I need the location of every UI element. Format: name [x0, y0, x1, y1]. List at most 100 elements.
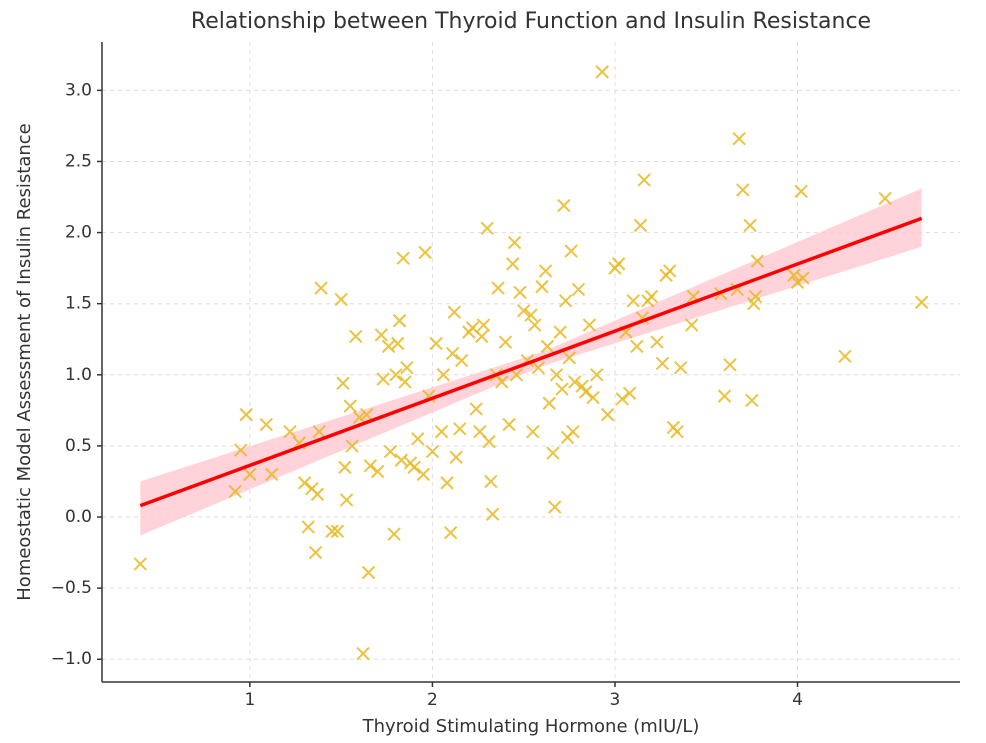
- scatter-point: [484, 474, 498, 489]
- scatter-point: [750, 254, 765, 268]
- scatter-point: [336, 376, 350, 391]
- scatter-point: [392, 314, 407, 328]
- scatter-point: [491, 281, 505, 295]
- scatter-point: [469, 402, 483, 416]
- scatter-point: [535, 279, 549, 294]
- scatter-point: [453, 422, 467, 436]
- scatter-point: [553, 325, 567, 339]
- x-tick-label: 4: [792, 690, 803, 710]
- scatter-point: [538, 264, 553, 278]
- y-tick-label: 0.0: [65, 507, 92, 527]
- scatter-point: [615, 392, 629, 406]
- scatter-point: [568, 375, 582, 389]
- scatter-point: [736, 183, 750, 197]
- scatter-point: [445, 346, 460, 361]
- scatter-point: [374, 328, 389, 342]
- scatter-point: [794, 184, 808, 199]
- y-tick-label: 2.0: [65, 223, 92, 243]
- scatter-point: [540, 339, 555, 354]
- scatter-point: [673, 360, 688, 375]
- scatter-point: [557, 198, 571, 213]
- scatter-point: [376, 372, 390, 386]
- scatter-point: [383, 444, 398, 459]
- scatter-point: [748, 289, 763, 304]
- scatter-point: [787, 268, 801, 282]
- scatter-point: [330, 524, 345, 538]
- scatter-point: [655, 356, 670, 371]
- scatter-point: [482, 434, 496, 449]
- scatter-point: [416, 467, 431, 482]
- scatter-point: [586, 390, 600, 405]
- scatter-point: [684, 318, 699, 332]
- scatter-point: [265, 467, 279, 482]
- chart-title: Relationship between Thyroid Function an…: [191, 9, 871, 34]
- scatter-point: [440, 476, 454, 490]
- scatter-point: [394, 453, 409, 467]
- scatter-point: [381, 339, 396, 354]
- scatter-point: [650, 335, 664, 349]
- scatter-point: [359, 407, 374, 422]
- scatter-point: [600, 407, 615, 422]
- scatter-point: [239, 407, 253, 422]
- scatter-point: [228, 484, 242, 499]
- scatter-point: [447, 305, 462, 319]
- y-tick-label: 0.5: [65, 436, 92, 456]
- scatter-point: [411, 432, 425, 446]
- scatter-point: [838, 349, 852, 364]
- scatter-point: [670, 424, 684, 439]
- scatter-point: [542, 396, 556, 410]
- scatter-point: [297, 476, 312, 490]
- scatter-point: [283, 424, 297, 439]
- scatter-point: [555, 382, 569, 396]
- regression-line: [139, 216, 923, 508]
- scatter-point: [449, 450, 463, 464]
- scatter-point: [343, 399, 357, 413]
- scatter-point: [717, 389, 732, 403]
- scatter-point: [429, 336, 443, 351]
- scatter-point: [349, 329, 363, 344]
- scatter-point: [633, 218, 648, 233]
- scatter-point: [566, 424, 580, 439]
- scatter-point: [611, 257, 626, 271]
- scatter-point: [454, 353, 469, 368]
- scatter-point: [524, 308, 538, 322]
- scatter-point: [314, 281, 328, 295]
- y-tick-label: −0.5: [51, 578, 92, 598]
- y-axis-label: Homeostatic Model Assessment of Insulin …: [14, 123, 35, 600]
- scatter-point: [259, 417, 274, 432]
- scatter-point: [507, 235, 522, 250]
- scatter-point: [334, 292, 348, 307]
- x-tick-label: 3: [610, 690, 621, 710]
- scatter-point: [476, 318, 491, 332]
- scatter-point: [663, 264, 677, 278]
- y-tick-label: 2.5: [65, 151, 92, 171]
- scatter-point: [630, 339, 644, 354]
- scatter-point: [579, 385, 593, 399]
- x-tick-label: 2: [427, 690, 438, 710]
- scatter-point: [325, 524, 339, 538]
- scatter-point: [243, 467, 257, 482]
- scatter-point: [914, 295, 929, 309]
- x-tick-label: 1: [244, 690, 255, 710]
- scatter-point: [498, 335, 513, 349]
- scatter-point: [475, 329, 489, 344]
- y-tick-label: 3.0: [65, 80, 92, 100]
- scatter-point: [531, 360, 546, 375]
- scatter-point: [590, 368, 604, 382]
- scatter-point: [338, 460, 352, 474]
- scatter-point: [356, 646, 370, 661]
- y-tick-label: 1.5: [65, 294, 92, 314]
- x-axis-label: Thyroid Stimulating Hormone (mIU/L): [362, 716, 700, 737]
- scatter-point: [396, 251, 410, 265]
- scatter-point: [526, 424, 540, 439]
- y-tick-label: 1.0: [65, 365, 92, 385]
- scatter-point: [425, 444, 440, 459]
- scatter-point: [485, 507, 500, 521]
- scatter-point: [506, 257, 520, 271]
- scatter-point: [878, 191, 892, 206]
- scatter-point: [312, 424, 326, 439]
- scatter-point: [723, 358, 737, 372]
- scatter-point: [732, 132, 746, 146]
- scatter-point: [301, 520, 315, 534]
- scatter-point: [234, 443, 248, 457]
